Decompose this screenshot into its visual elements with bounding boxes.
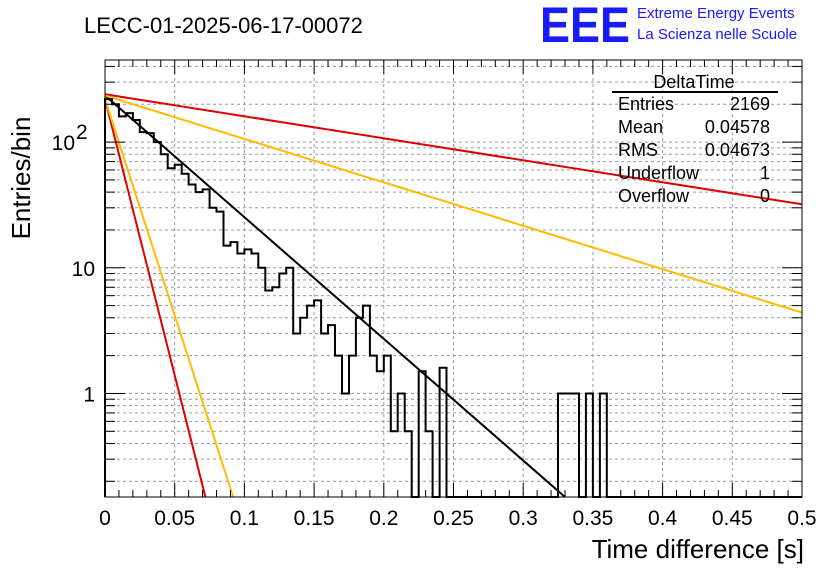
x-tick-label: 0.4 <box>648 507 678 530</box>
y-tick-exponent: 2 <box>76 121 88 144</box>
x-axis-title: Time difference [s] <box>592 534 804 564</box>
y-tick-label: 10 <box>52 132 75 155</box>
logo-line1: Extreme Energy Events <box>637 5 795 22</box>
grid-lines <box>105 60 802 497</box>
logo-mark: EEE <box>540 0 630 53</box>
x-tick-label: 0.3 <box>509 507 538 530</box>
x-tick-labels: 0 0.05 0.1 0.15 0.2 0.25 0.3 0.35 0.4 0.45 0.5 <box>99 507 816 530</box>
x-tick-label: 0.5 <box>787 507 816 530</box>
x-tick-label: 0.05 <box>154 507 195 530</box>
fit-curves <box>104 93 803 498</box>
stats-value: 0 <box>760 186 770 206</box>
x-tick-label: 0.2 <box>369 507 398 530</box>
fit-line <box>104 98 235 498</box>
x-tick-label: 0.1 <box>230 507 259 530</box>
stats-label: Entries <box>618 94 674 114</box>
chart-title: LECC-01-2025-06-17-00072 <box>84 13 363 38</box>
stats-label: RMS <box>618 140 658 160</box>
stats-value: 0.04578 <box>705 117 770 137</box>
stats-box: DeltaTime Entries 2169 Mean 0.04578 RMS 0.046… <box>612 72 778 206</box>
axis-ticks <box>104 60 803 497</box>
stats-name: DeltaTime <box>653 72 734 92</box>
x-tick-label: 0.15 <box>294 507 335 530</box>
stats-label: Underflow <box>618 163 700 183</box>
fit-line <box>104 98 207 498</box>
x-tick-label: 0 <box>99 507 111 530</box>
fit-line <box>104 93 803 206</box>
stats-value: 0.04673 <box>705 140 770 160</box>
x-tick-label: 0.25 <box>433 507 474 530</box>
y-tick-label: 10 <box>72 258 95 281</box>
fit-line <box>104 94 803 314</box>
stats-rows: Entries 2169 Mean 0.04578 RMS 0.04673Underflo… <box>618 94 770 206</box>
stats-value: 2169 <box>730 94 770 114</box>
logo-line2: La Scienza nelle Scuole <box>637 26 797 43</box>
stats-label: Overflow <box>618 186 690 206</box>
x-tick-label: 0.35 <box>572 507 613 530</box>
y-tick-label: 1 <box>83 383 95 406</box>
y-axis-title: Entries/bin <box>6 117 36 240</box>
stats-value: 1 <box>760 163 770 183</box>
eee-logo: EEE Extreme Energy Events La Scienza nel… <box>540 0 797 53</box>
stats-label: Mean <box>618 117 663 137</box>
fit-line <box>104 94 566 498</box>
x-tick-label: 0.45 <box>712 507 753 530</box>
